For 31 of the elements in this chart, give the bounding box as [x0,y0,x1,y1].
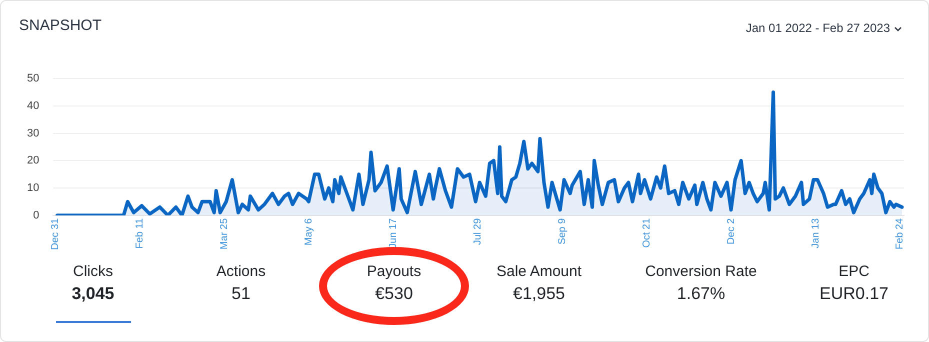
category-label: Sale Amount [495,263,583,280]
text: 1.67% [676,284,726,304]
x-tick-label: Mar 25 [218,218,230,250]
text: EUR0.17 [818,284,890,304]
chart-title: SNAPSHOT [19,17,102,34]
y-tick-label: 0 [33,209,40,222]
x-tick-label: Jun 17 [388,218,399,248]
category-label: Payouts [366,263,422,280]
text: €530 [374,284,414,304]
x-tick-label: Dec 2 [726,218,737,244]
x-tick-label: Feb 24 [894,218,906,250]
y-tick-label: 10 [26,182,40,194]
text: 3,045 [70,284,116,304]
y-tick-label: 30 [26,127,40,140]
y-tick-label: 20 [26,154,40,167]
category-label: EPC [838,263,870,280]
x-tick-label: Dec 31 [50,218,61,250]
category-label: Conversion Rate [644,263,758,280]
y-tick-label: 50 [26,72,40,85]
category-label: Actions [215,263,267,280]
x-tick-label: Feb 11 [134,218,146,249]
x-tick-label: Jul 29 [472,218,484,246]
x-tick-label: Jan 13 [810,218,822,248]
x-tick-label: May 6 [303,218,314,246]
x-tick-label: Oct 21 [641,218,652,248]
text: 51 [230,284,252,304]
x-tick-label: Sep 9 [556,218,568,244]
y-tick-label: 40 [26,100,40,112]
chart-subtitle: Jan 01 2022 - Feb 27 2023 [746,21,890,35]
category-label: Clicks [72,263,114,280]
text: €1,955 [512,284,566,304]
